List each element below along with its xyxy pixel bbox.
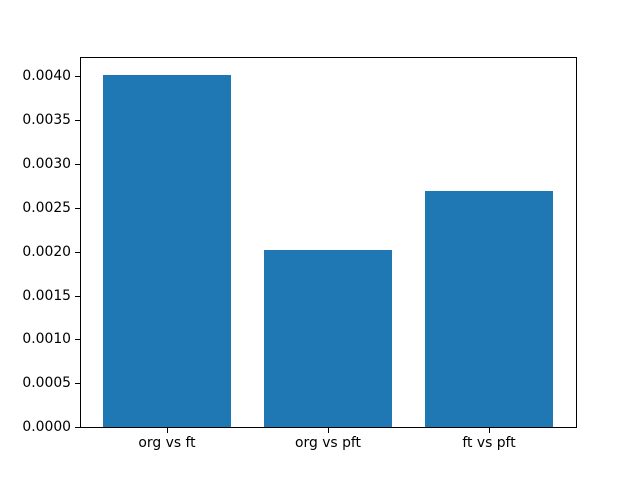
x-tick-label-org-vs-pft: org vs pft bbox=[295, 435, 361, 452]
y-tick-mark bbox=[75, 163, 80, 165]
y-tick-mark bbox=[75, 427, 80, 429]
bar-ft-vs-pft bbox=[424, 191, 554, 428]
y-tick-label: 0.0040 bbox=[22, 68, 71, 84]
y-tick-mark bbox=[75, 119, 80, 121]
y-tick-label: 0.0030 bbox=[22, 155, 71, 172]
x-tick-mark bbox=[167, 427, 168, 433]
bar-org-vs-pft bbox=[263, 249, 393, 428]
y-tick-mark bbox=[75, 207, 80, 209]
y-tick-mark bbox=[75, 339, 80, 341]
x-tick-mark bbox=[489, 427, 490, 433]
y-tick-label: 0.0010 bbox=[22, 331, 71, 348]
y-tick-label: 0.0020 bbox=[22, 243, 71, 260]
x-tick-label-org-vs-ft: org vs ft bbox=[138, 435, 196, 452]
y-tick-mark bbox=[75, 251, 80, 253]
x-tick-mark bbox=[328, 427, 329, 433]
y-tick-mark bbox=[75, 295, 80, 297]
y-tick-mark bbox=[75, 76, 80, 77]
y-tick-label: 0.0005 bbox=[22, 375, 71, 392]
y-tick-label: 0.0000 bbox=[22, 419, 71, 436]
y-tick-label: 0.0025 bbox=[22, 199, 71, 216]
y-tick-label: 0.0035 bbox=[22, 111, 71, 128]
x-tick-label-ft-vs-pft: ft vs pft bbox=[462, 435, 516, 452]
bar-org-vs-ft bbox=[102, 75, 232, 428]
y-tick-label: 0.0015 bbox=[22, 287, 71, 304]
y-tick-mark bbox=[75, 383, 80, 385]
